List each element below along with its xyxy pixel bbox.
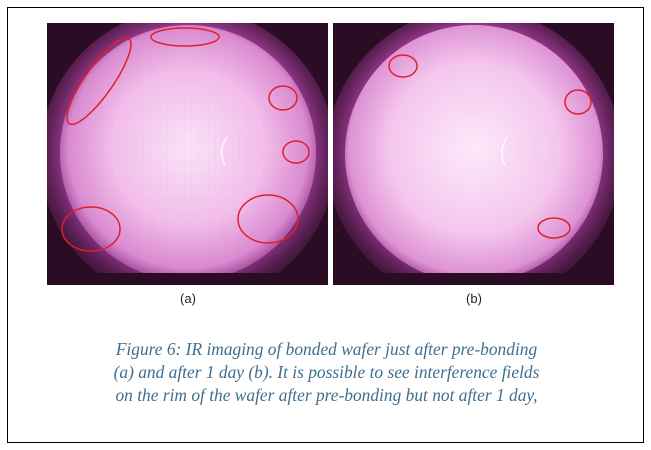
panel-label-a: (a) xyxy=(180,291,196,306)
highlight-ellipse xyxy=(66,36,132,126)
wafer-b xyxy=(345,25,603,283)
highlight-ellipse xyxy=(268,85,298,111)
highlight-ellipse xyxy=(537,217,571,239)
figure-frame: (a) (b) Figure 6: IR imaging of bonded w… xyxy=(7,7,644,443)
caption-line: (a) and after 1 day (b). It is possible … xyxy=(113,362,540,382)
caption-line: on the rim of the wafer after pre-bondin… xyxy=(115,385,538,405)
wafer-image-b xyxy=(333,23,614,285)
figure-caption: Figure 6: IR imaging of bonded wafer jus… xyxy=(28,338,625,407)
wafer-image-b-svg xyxy=(333,23,614,285)
highlight-ellipse xyxy=(564,89,592,115)
panel-label-b: (b) xyxy=(466,291,482,306)
highlight-ellipse xyxy=(237,194,299,244)
highlight-ellipse xyxy=(150,27,220,47)
caption-line: Figure 6: IR imaging of bonded wafer jus… xyxy=(115,339,538,359)
highlight-ellipse xyxy=(388,54,418,78)
wafer-image-a-svg xyxy=(47,23,328,285)
highlight-ellipse xyxy=(61,206,121,252)
wafer-image-a xyxy=(47,23,328,285)
highlight-ellipse xyxy=(282,140,310,164)
